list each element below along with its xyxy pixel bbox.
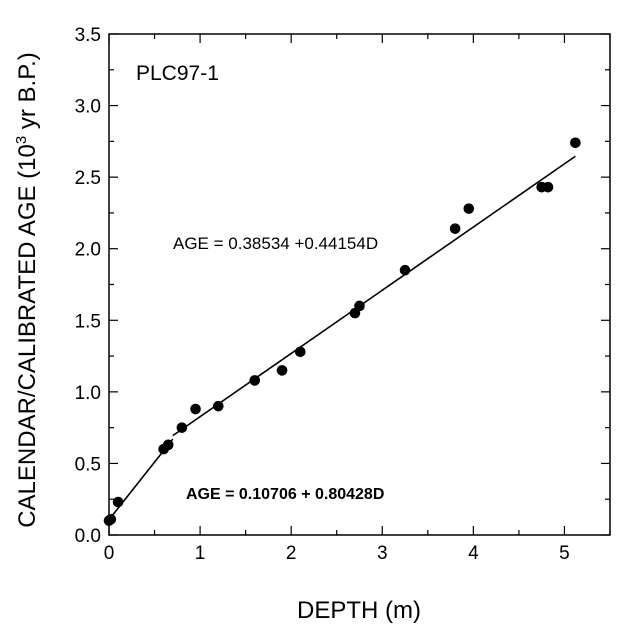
data-point [176,422,188,433]
y-tick-label: 1.0 [75,383,101,404]
data-point [542,181,554,193]
data-point [354,300,365,312]
fit-line-2 [172,155,576,437]
data-point [213,400,224,412]
x-axis-title: DEPTH (m) [297,597,421,624]
data-point [249,375,261,386]
y-axis-title-tail: yr B.P.) [14,52,41,136]
data-point [294,346,306,358]
data-point [570,137,581,149]
x-tick-label: 2 [286,543,297,564]
plot-frame [108,33,611,536]
y-tick-label: 2.5 [75,168,101,189]
y-tick-label: 1.5 [75,311,101,332]
data-point [162,439,174,451]
axis-tick-labels: 0 1 2 3 4 5 0.0 0.5 1.0 1.5 2.0 2.5 3.0 3.5 [75,25,570,564]
y-tick-label: 2.0 [75,240,101,261]
y-tick-label: 0.0 [75,526,101,547]
x-tick-label: 5 [559,543,570,564]
x-tick-label: 3 [377,543,388,564]
fit-lines [108,155,576,521]
data-point [190,403,201,415]
y-axis-title-main: CALENDAR/CALIBRATED AGE (10 [14,144,41,528]
y-axis-title: CALENDAR/CALIBRATED AGE (103 yr B.P.) [13,52,41,528]
data-point [399,264,411,276]
y-tick-label: 3.5 [75,25,101,46]
data-points [103,137,581,526]
data-point [105,513,117,525]
data-point [112,496,124,508]
x-tick-label: 1 [195,543,206,564]
data-point [449,223,461,234]
y-tick-label: 0.5 [75,454,101,475]
fit-equation-upper: AGE = 0.38534 +0.44154D [173,234,378,253]
y-tick-label: 3.0 [75,97,101,118]
data-point [276,365,288,376]
y-axis-title-superscript: 3 [13,136,30,144]
x-tick-label: 4 [468,543,479,564]
fit-equation-lower: AGE = 0.10706 + 0.80428D [186,486,384,503]
x-tick-label: 0 [104,543,115,564]
data-point [463,203,475,214]
axis-ticks [108,33,611,536]
panel-label: PLC97-1 [136,62,219,85]
